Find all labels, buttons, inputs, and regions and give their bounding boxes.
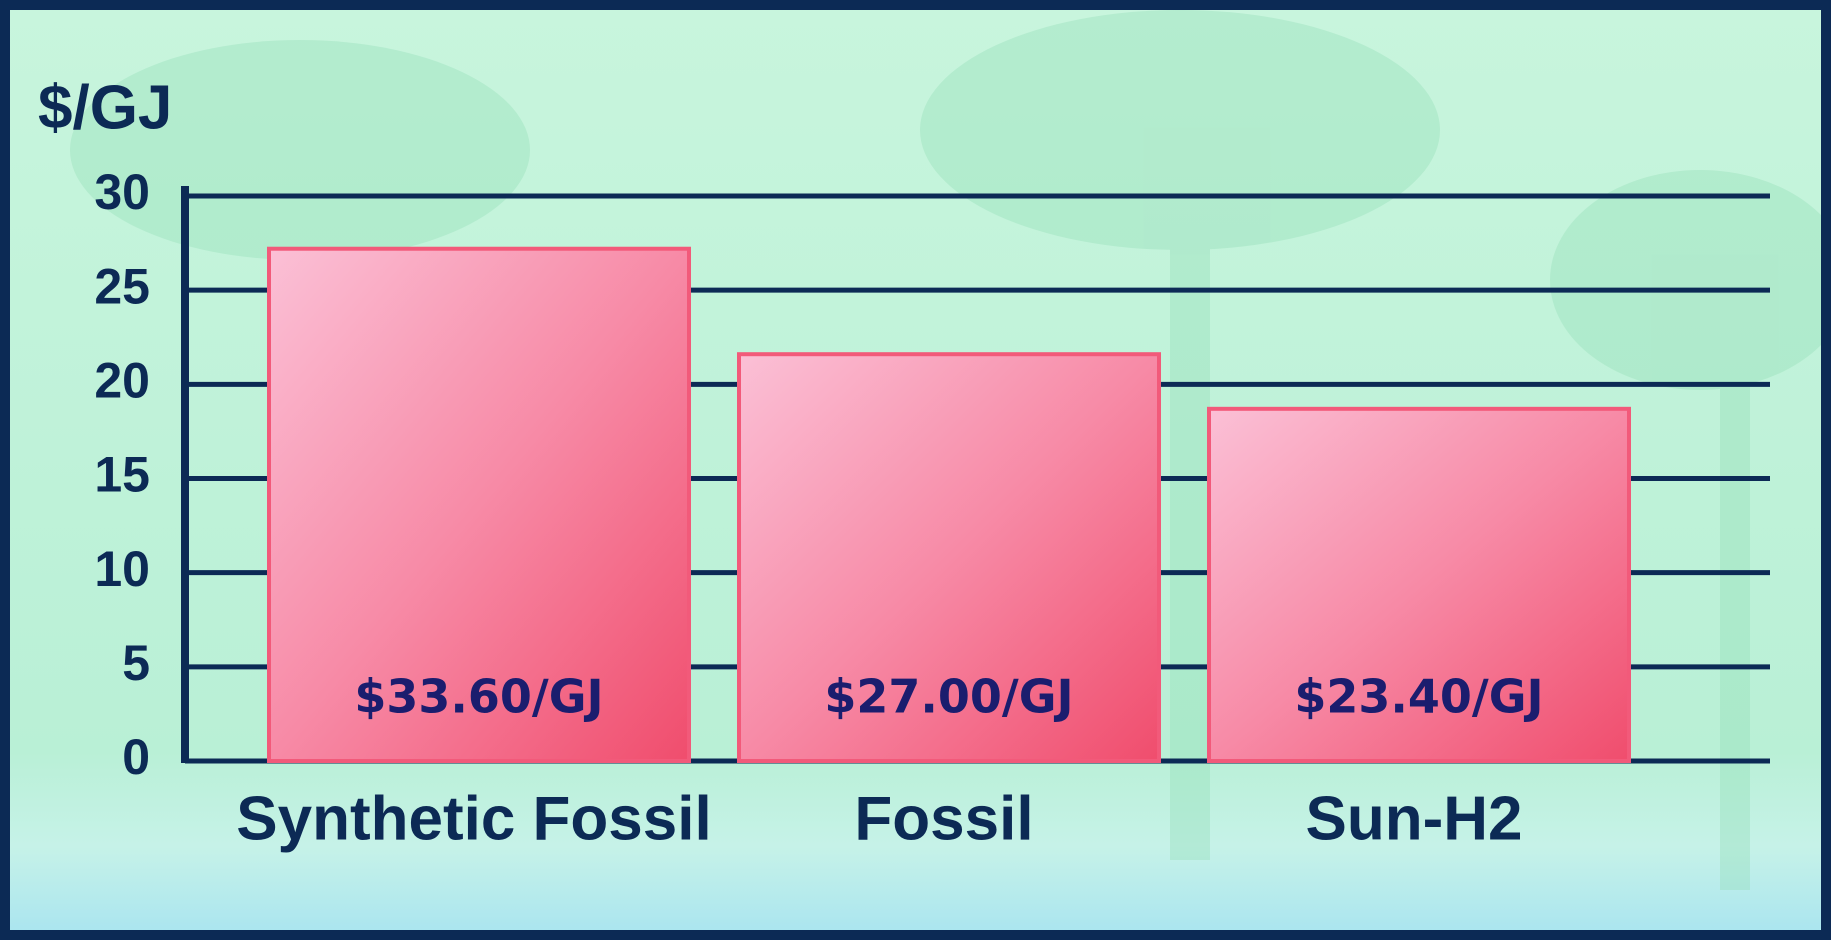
y-tick-label: 10 (94, 541, 150, 597)
bar (737, 352, 1161, 763)
bar (267, 246, 691, 763)
bar-annotation: $27.00/GJ (824, 670, 1073, 724)
y-tick-label: 0 (122, 729, 150, 785)
x-tick-label: Synthetic Fossil (236, 784, 711, 853)
bar-annotation: $23.40/GJ (1294, 670, 1543, 724)
bar (1207, 406, 1631, 763)
y-tick-label: 30 (94, 164, 150, 220)
y-axis-label: $/GJ (38, 73, 172, 142)
y-tick-label: 25 (94, 258, 150, 314)
y-tick-label: 5 (122, 635, 150, 691)
palm-decoration (70, 10, 1831, 890)
y-tick-label: 20 (94, 353, 150, 409)
x-tick-label: Sun-H2 (1306, 784, 1523, 853)
bar-annotation: $33.60/GJ (354, 670, 603, 724)
x-tick-label: Fossil (854, 784, 1033, 853)
y-tick-label: 15 (94, 447, 150, 503)
